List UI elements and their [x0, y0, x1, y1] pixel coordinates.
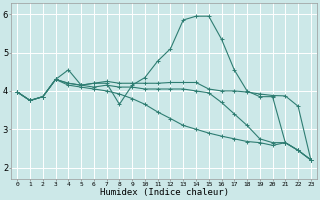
- X-axis label: Humidex (Indice chaleur): Humidex (Indice chaleur): [100, 188, 228, 197]
